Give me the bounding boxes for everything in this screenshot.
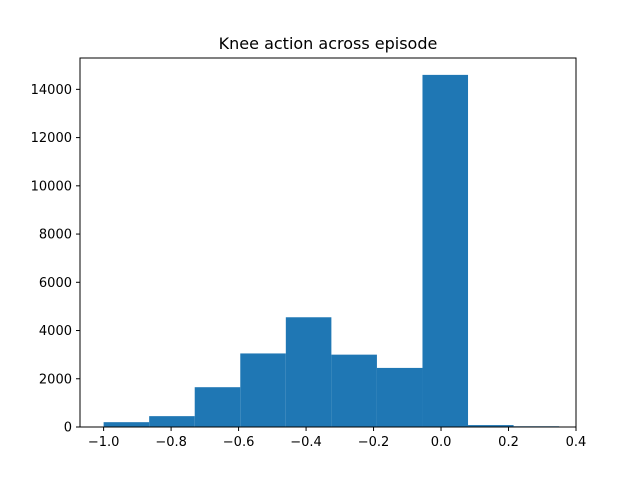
y-axis: 0 2000 4000 6000 8000 10000 12000 14000: [31, 83, 80, 436]
y-tick-label: 8000: [39, 228, 72, 243]
histogram-bar: [376, 367, 423, 427]
plot-frame: [79, 57, 577, 428]
y-tick-label: 10000: [31, 179, 72, 194]
histogram-bar: [331, 354, 377, 427]
y-tick-label: 14000: [31, 83, 72, 98]
y-tick-label: 4000: [39, 324, 72, 339]
x-axis: −1.0 −0.8 −0.6 −0.4 −0.2 0.0 0.2 0.4: [88, 427, 587, 450]
x-tick-label: 0.4: [566, 435, 587, 450]
x-tick-label: −0.6: [223, 435, 255, 450]
histogram-bar: [468, 425, 514, 427]
histogram-bar: [240, 353, 286, 427]
histogram-bar: [285, 317, 332, 427]
histogram-bar: [422, 74, 469, 427]
x-tick-label: −0.2: [358, 435, 390, 450]
x-tick-label: −0.4: [290, 435, 322, 450]
x-tick-label: 0.0: [431, 435, 452, 450]
y-tick-label: 12000: [31, 131, 72, 146]
histogram-bar: [194, 387, 241, 427]
y-tick-label: 6000: [39, 276, 72, 291]
x-tick-label: −0.8: [155, 435, 187, 450]
histogram-bar: [103, 422, 150, 427]
chart-title: Knee action across episode: [219, 34, 438, 53]
histogram-bar: [149, 416, 195, 427]
y-tick-label: 2000: [39, 372, 72, 387]
x-tick-label: 0.2: [498, 435, 519, 450]
y-tick-label: 0: [64, 421, 72, 436]
bars-group: [103, 74, 560, 427]
x-tick-label: −1.0: [88, 435, 120, 450]
